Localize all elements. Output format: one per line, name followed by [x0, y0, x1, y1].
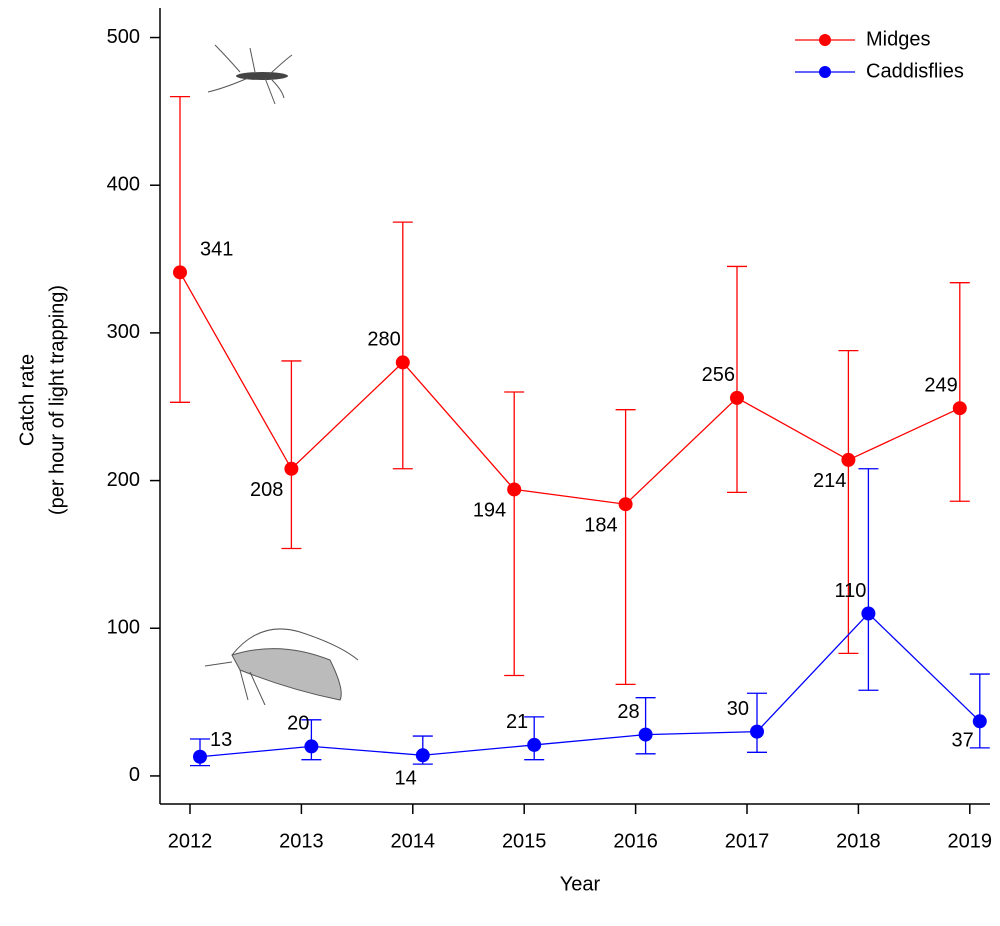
y-axis-title: Catch rate — [16, 354, 38, 446]
x-tick-label: 2019 — [948, 830, 993, 852]
data-point — [193, 749, 207, 764]
data-point — [638, 727, 653, 742]
error-bar — [747, 692, 767, 753]
error-bar — [969, 673, 990, 749]
y-tick-label: 0 — [129, 764, 140, 786]
data-label: 214 — [813, 470, 846, 492]
data-point — [841, 452, 856, 467]
y-tick-label: 400 — [107, 173, 140, 195]
error-bar — [949, 282, 970, 502]
y-tick-label: 300 — [107, 321, 140, 343]
legend-label: Caddisflies — [866, 60, 964, 82]
x-tick-label: 2012 — [168, 830, 213, 852]
series-line — [179, 272, 961, 505]
x-tick-label: 2014 — [391, 830, 436, 852]
data-point — [304, 739, 319, 754]
x-tick-label: 2013 — [279, 830, 324, 852]
x-axis-title: Year — [560, 873, 601, 895]
error-bar — [281, 360, 302, 550]
data-label: 280 — [367, 329, 400, 351]
x-tick-label: 2017 — [725, 830, 770, 852]
data-label: 256 — [702, 364, 735, 386]
legend-marker — [819, 34, 831, 46]
error-bar — [392, 221, 413, 470]
data-label: 208 — [250, 479, 283, 501]
error-bar — [615, 409, 636, 686]
data-label: 37 — [952, 730, 974, 752]
y-tick-label: 200 — [107, 469, 140, 491]
error-bar — [635, 697, 656, 755]
error-bar — [858, 468, 879, 691]
data-label: 184 — [584, 514, 617, 536]
data-point — [618, 497, 633, 512]
caddisfly-illustration — [204, 628, 359, 706]
y-axis-title: (per hour of light trapping) — [46, 285, 68, 515]
data-label: 21 — [506, 711, 528, 733]
data-label: 20 — [287, 713, 309, 735]
data-label: 30 — [727, 698, 749, 720]
y-tick-label: 100 — [107, 617, 140, 639]
data-point — [507, 482, 522, 497]
data-point — [415, 748, 430, 763]
data-point — [861, 606, 876, 621]
data-label: 13 — [210, 729, 232, 751]
x-tick-label: 2015 — [502, 830, 547, 852]
x-tick-label: 2018 — [836, 830, 881, 852]
legend-label: Midges — [866, 28, 930, 50]
data-point — [284, 461, 299, 476]
data-point — [750, 724, 764, 739]
data-point — [730, 390, 744, 405]
x-tick-label: 2016 — [613, 830, 658, 852]
data-point — [972, 714, 987, 729]
data-point — [952, 401, 967, 416]
y-tick-label: 500 — [107, 26, 140, 48]
data-label: 28 — [617, 701, 639, 723]
data-label: 110 — [835, 580, 867, 602]
data-label: 341 — [200, 239, 233, 261]
data-point — [395, 355, 410, 370]
data-point — [527, 737, 542, 752]
data-label: 14 — [395, 768, 417, 790]
midge-illustration — [207, 44, 293, 105]
error-bar — [727, 265, 747, 494]
data-label: 194 — [473, 500, 506, 522]
error-bar — [504, 391, 525, 677]
data-point — [173, 265, 187, 280]
legend-marker — [819, 66, 831, 78]
error-bar — [838, 349, 859, 655]
data-label: 249 — [924, 374, 957, 396]
series-line — [199, 612, 981, 758]
error-bar — [170, 95, 190, 403]
